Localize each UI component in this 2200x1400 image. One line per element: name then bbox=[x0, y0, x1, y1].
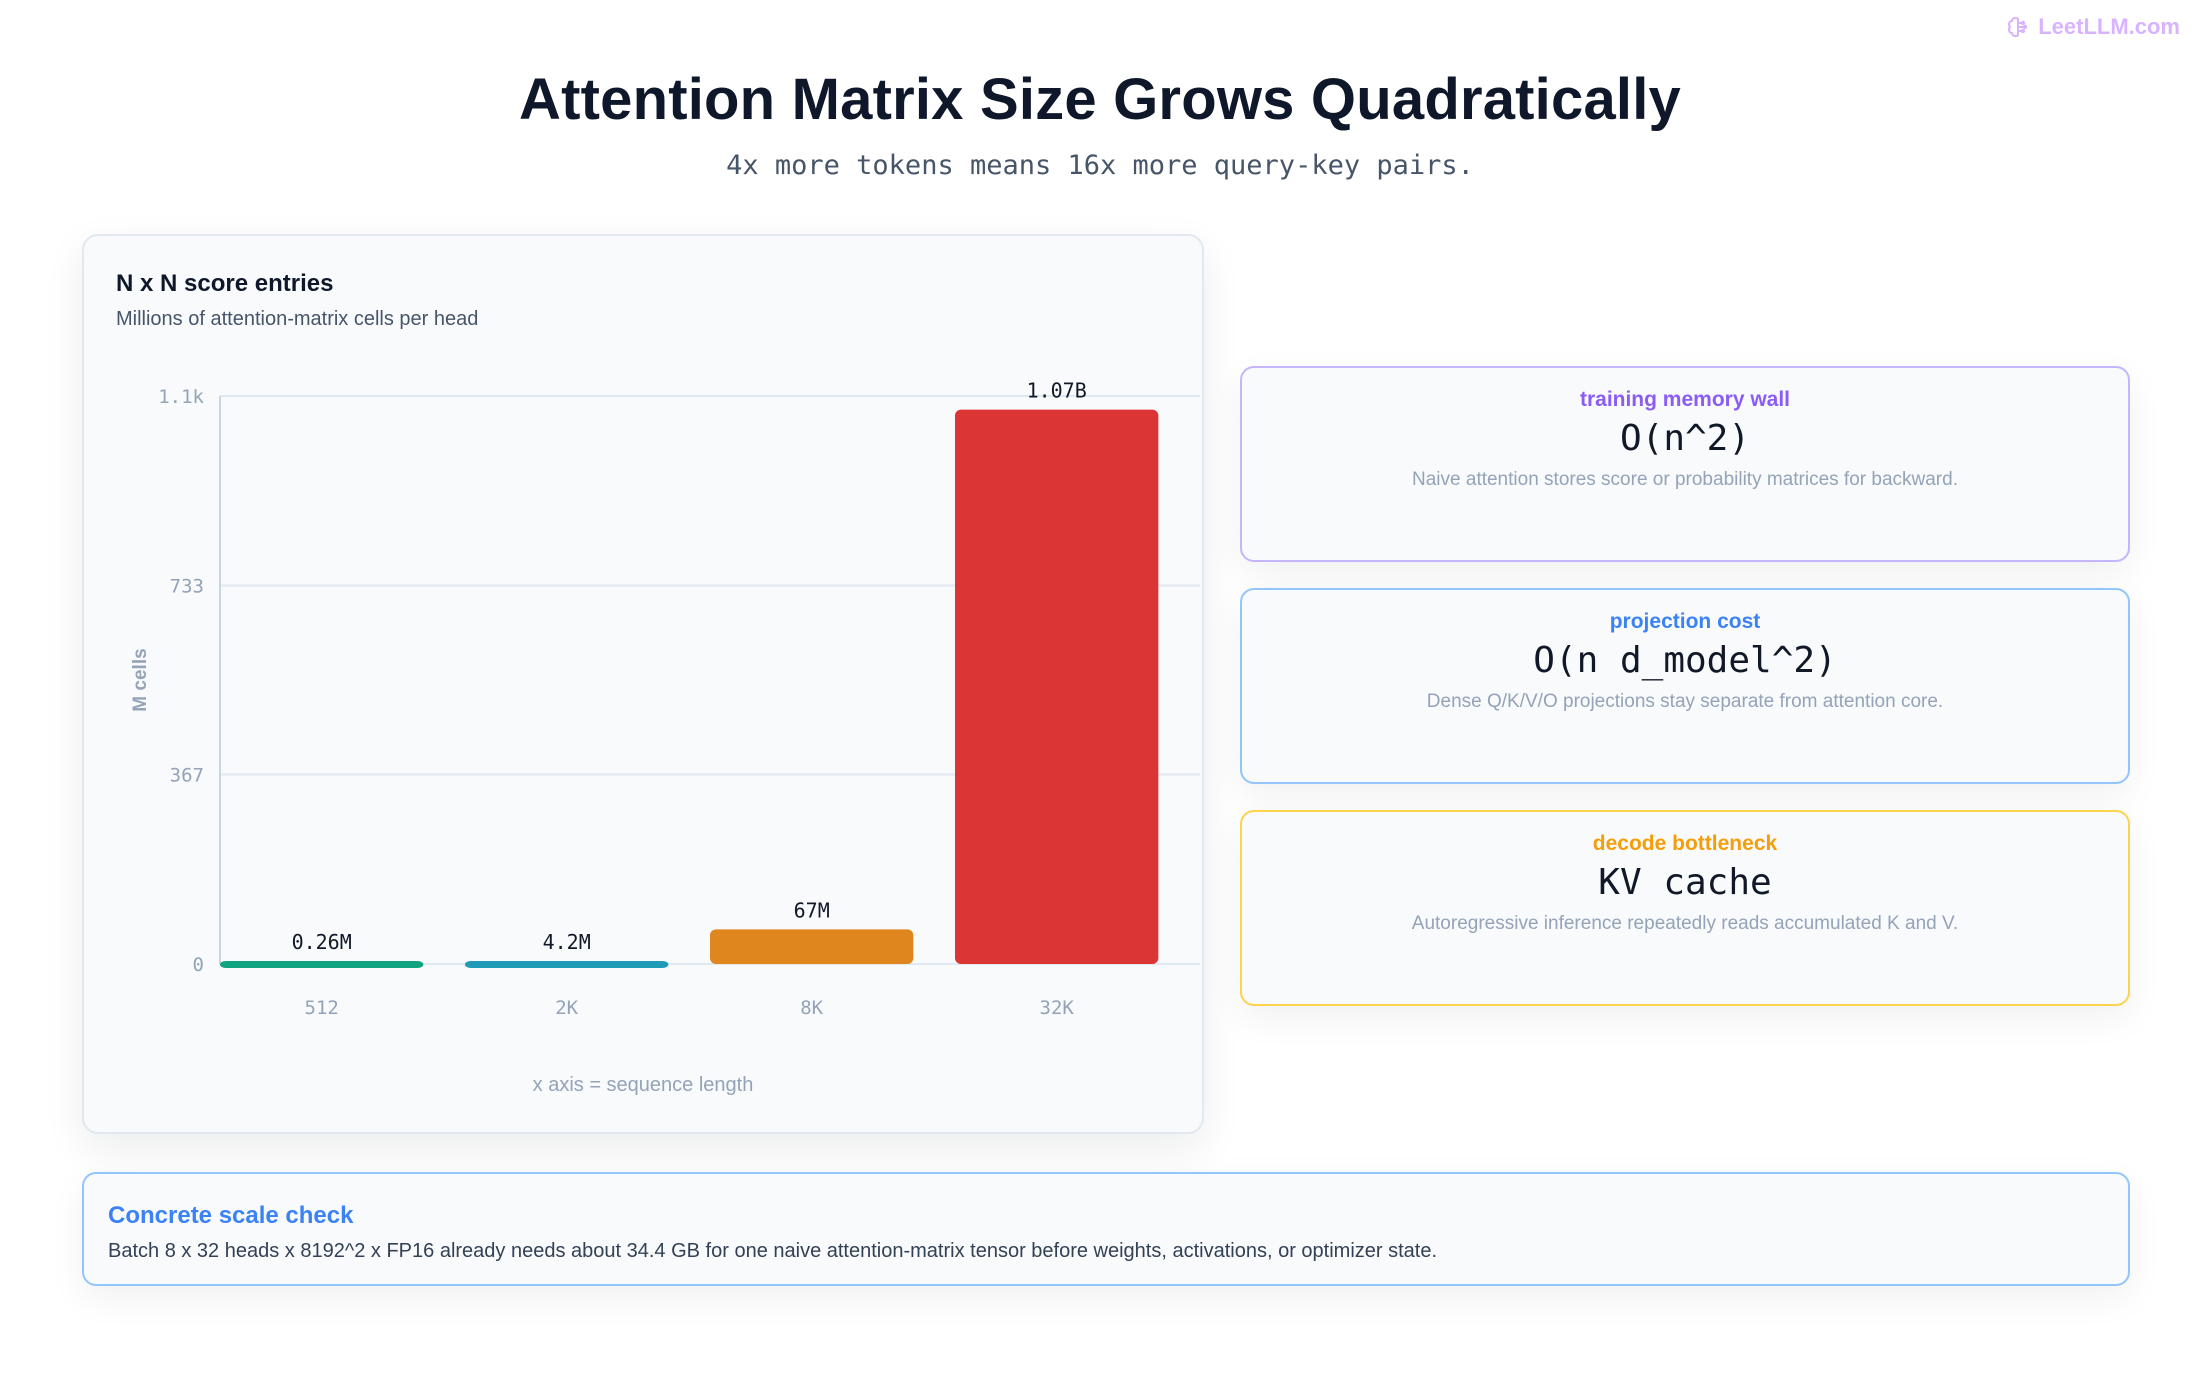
y-tick-label: 733 bbox=[170, 576, 204, 598]
x-tick-label: 8K bbox=[800, 997, 823, 1019]
note-text: Batch 8 x 32 heads x 8192^2 x FP16 alrea… bbox=[108, 1240, 1438, 1262]
scale-check-note: Concrete scale check Batch 8 x 32 heads … bbox=[82, 1172, 2130, 1286]
bar-chart: 0 367 733 1.1k M cells 0.26M 512 4.2M 2K 67M 8K 1.0… bbox=[130, 379, 1200, 1019]
info-card-value: O(n^2) bbox=[1619, 418, 1751, 459]
info-card-description: Naive attention stores score or probabil… bbox=[1412, 469, 1958, 490]
bar bbox=[955, 409, 1159, 964]
info-card: training memory wall O(n^2) Naive attentio… bbox=[1240, 366, 2130, 562]
chart-subtitle: Millions of attention-matrix cells per h… bbox=[116, 308, 479, 330]
bar bbox=[710, 929, 914, 964]
x-tick-label: 2K bbox=[555, 997, 578, 1019]
info-card-label: projection cost bbox=[1609, 610, 1761, 633]
brand-name: LeetLLM.com bbox=[2038, 14, 2180, 39]
bar bbox=[465, 961, 669, 968]
y-tick-label: 0 bbox=[193, 954, 204, 976]
brand-logo[interactable]: LeetLLM.com bbox=[2006, 14, 2180, 40]
bar bbox=[220, 961, 424, 968]
info-card-value: KV cache bbox=[1598, 862, 1772, 903]
brain-icon bbox=[2008, 16, 2028, 38]
info-card: projection cost O(n d_model^2) Dense Q/K/V… bbox=[1240, 588, 2130, 784]
chart-title: N x N score entries bbox=[116, 270, 334, 297]
bar-value-label: 0.26M bbox=[292, 930, 352, 954]
page-subtitle: 4x more tokens means 16x more query-key … bbox=[726, 150, 1474, 181]
y-axis-label: M cells bbox=[130, 648, 151, 711]
x-tick-label: 32K bbox=[1040, 997, 1075, 1019]
bar-value-label: 67M bbox=[794, 898, 830, 922]
info-card: decode bottleneck KV cache Autoregressive … bbox=[1240, 810, 2130, 1006]
info-card-label: training memory wall bbox=[1579, 388, 1791, 411]
info-card-description: Autoregressive inference repeatedly read… bbox=[1411, 913, 1959, 934]
y-tick-label: 367 bbox=[170, 764, 204, 786]
bar-value-label: 4.2M bbox=[543, 930, 591, 954]
chart-card: N x N score entries Millions of attentio… bbox=[82, 234, 1204, 1134]
note-title: Concrete scale check bbox=[108, 1202, 354, 1229]
x-tick-label: 512 bbox=[305, 997, 339, 1019]
y-tick-label: 1.1k bbox=[158, 386, 204, 408]
x-axis-caption: x axis = sequence length bbox=[532, 1074, 754, 1096]
info-card-label: decode bottleneck bbox=[1592, 832, 1778, 855]
info-card-value: O(n d_model^2) bbox=[1533, 640, 1837, 681]
bar-value-label: 1.07B bbox=[1027, 379, 1087, 403]
page-title: Attention Matrix Size Grows Quadraticall… bbox=[519, 67, 1681, 132]
info-card-description: Dense Q/K/V/O projections stay separate … bbox=[1426, 691, 1944, 712]
